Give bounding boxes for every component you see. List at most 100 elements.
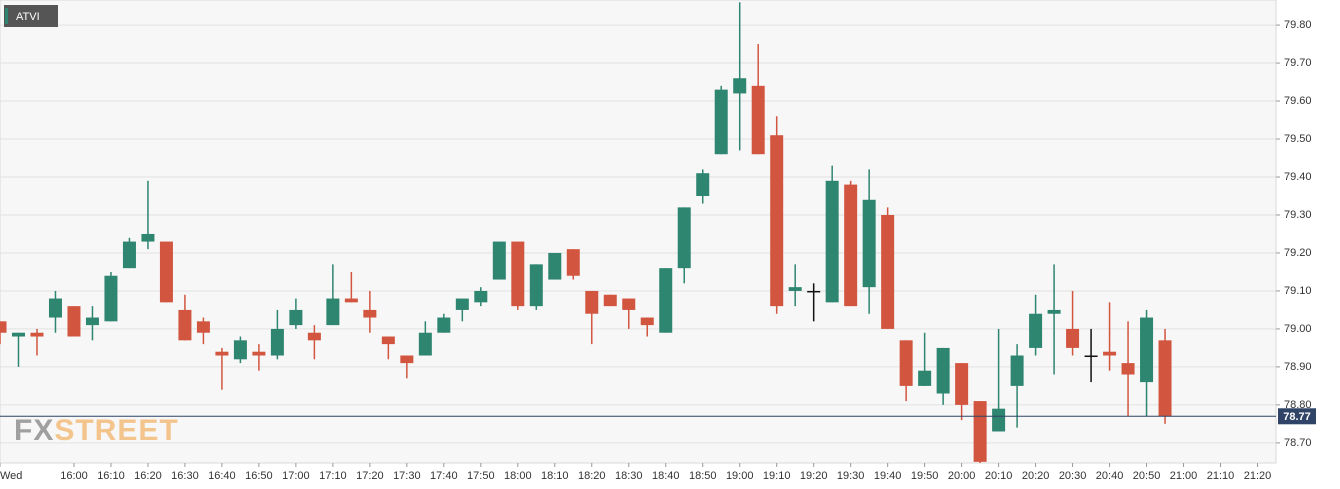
candle-body bbox=[141, 233, 155, 242]
y-tick-label: 79.30 bbox=[1284, 209, 1312, 221]
candle-body bbox=[48, 298, 62, 318]
x-tick-label: 19:40 bbox=[874, 470, 902, 482]
candle-body bbox=[178, 309, 192, 341]
candle-body bbox=[344, 298, 358, 303]
x-tick-label: Wed bbox=[0, 470, 22, 482]
candle-body bbox=[1047, 309, 1061, 314]
y-tick-label: 78.80 bbox=[1284, 399, 1312, 411]
watermark-street: STREET bbox=[54, 414, 178, 447]
candle-body bbox=[862, 199, 876, 288]
x-tick-label: 18:40 bbox=[652, 470, 680, 482]
candle-body bbox=[400, 355, 414, 364]
y-tick-label: 79.70 bbox=[1284, 57, 1312, 69]
candles bbox=[0, 2, 1172, 463]
candle-body bbox=[751, 85, 765, 155]
candle-body bbox=[918, 370, 932, 386]
candle-body bbox=[714, 89, 728, 155]
candle-body bbox=[455, 298, 469, 310]
candle-body bbox=[770, 135, 784, 307]
y-tick-label: 79.00 bbox=[1284, 323, 1312, 335]
candle-body bbox=[659, 268, 673, 333]
candle-body bbox=[899, 340, 913, 386]
x-tick-label: 19:10 bbox=[763, 470, 791, 482]
candle-body bbox=[548, 252, 562, 280]
x-tick-label: 20:40 bbox=[1096, 470, 1124, 482]
x-tick-label: 16:50 bbox=[245, 470, 273, 482]
candle-body bbox=[159, 241, 173, 303]
candle-body bbox=[11, 332, 25, 337]
x-tick-label: 17:30 bbox=[393, 470, 421, 482]
candle-body bbox=[252, 351, 266, 356]
candle-body bbox=[566, 249, 580, 276]
candle-body bbox=[104, 275, 118, 322]
x-tick-label: 18:10 bbox=[541, 470, 569, 482]
x-tick-label: 17:50 bbox=[467, 470, 495, 482]
candle-body bbox=[474, 290, 488, 303]
candle-body bbox=[807, 290, 821, 293]
candle-body bbox=[1140, 317, 1154, 383]
candle-body bbox=[733, 78, 747, 94]
x-tick-label: 19:30 bbox=[837, 470, 865, 482]
candle-body bbox=[603, 294, 617, 307]
x-tick-label: 19:50 bbox=[911, 470, 939, 482]
candle-body bbox=[936, 347, 950, 394]
y-tick-label: 78.70 bbox=[1284, 437, 1312, 449]
legend-swatch bbox=[5, 8, 8, 24]
plot-area bbox=[0, 0, 1277, 464]
x-tick-label: 18:30 bbox=[615, 470, 643, 482]
x-tick-label: 21:10 bbox=[1207, 470, 1235, 482]
candle-body bbox=[511, 241, 525, 307]
current-price-label: 78.77 bbox=[1283, 411, 1311, 423]
x-tick-label: 20:30 bbox=[1059, 470, 1087, 482]
current-price-box bbox=[1278, 408, 1316, 425]
y-tick-label: 79.40 bbox=[1284, 171, 1312, 183]
candle-body bbox=[788, 287, 802, 291]
y-tick-label: 79.80 bbox=[1284, 19, 1312, 31]
candle-body bbox=[677, 207, 691, 269]
candle-body bbox=[1103, 351, 1117, 356]
candle-body bbox=[215, 351, 229, 356]
x-tick-label: 17:20 bbox=[356, 470, 384, 482]
candle-body bbox=[1066, 328, 1080, 348]
candle-body bbox=[381, 336, 395, 345]
candle-body bbox=[196, 321, 210, 333]
x-tick-label: 18:00 bbox=[504, 470, 532, 482]
axes: 78.70 78.80 78.90 79.00 79.10 79.20 79.30 79.40… bbox=[0, 19, 1312, 482]
y-tick-label: 79.20 bbox=[1284, 247, 1312, 259]
candle-body bbox=[307, 332, 321, 341]
y-tick-label: 79.10 bbox=[1284, 285, 1312, 297]
legend-box bbox=[4, 5, 58, 27]
y-tick-label: 79.50 bbox=[1284, 133, 1312, 145]
candle-body bbox=[825, 180, 839, 303]
x-tick-label: 17:40 bbox=[430, 470, 458, 482]
candle-body bbox=[992, 408, 1006, 432]
x-tick-label: 21:00 bbox=[1170, 470, 1198, 482]
x-tick-label: 19:20 bbox=[800, 470, 828, 482]
candle-body bbox=[1084, 355, 1098, 358]
x-tick-label: 20:00 bbox=[948, 470, 976, 482]
candle-body bbox=[0, 321, 7, 333]
x-tick-label: 17:00 bbox=[282, 470, 310, 482]
x-tick-label: 18:20 bbox=[578, 470, 606, 482]
candle-body bbox=[437, 317, 451, 333]
x-tick-label: 16:10 bbox=[97, 470, 125, 482]
candle-body bbox=[289, 309, 303, 326]
candle-body bbox=[881, 214, 895, 329]
candle-body bbox=[122, 241, 136, 269]
candle-body bbox=[85, 317, 99, 326]
candle-body bbox=[1010, 355, 1024, 386]
candle-body bbox=[844, 184, 858, 307]
x-tick-label: 21:20 bbox=[1244, 470, 1272, 482]
watermark: FXSTREET bbox=[14, 414, 179, 447]
x-tick-label: 20:20 bbox=[1022, 470, 1050, 482]
candle-body bbox=[529, 264, 543, 307]
candle-body bbox=[67, 306, 81, 337]
candle-body bbox=[326, 298, 340, 326]
x-tick-label: 17:10 bbox=[319, 470, 347, 482]
y-tick-label: 78.90 bbox=[1284, 361, 1312, 373]
candle-body bbox=[233, 340, 247, 360]
x-tick-label: 16:40 bbox=[208, 470, 236, 482]
candle-body bbox=[1121, 363, 1135, 375]
x-tick-label: 16:00 bbox=[60, 470, 88, 482]
